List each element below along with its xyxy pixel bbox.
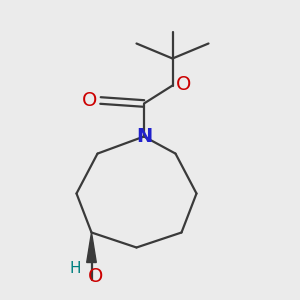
Text: O: O [88,266,104,286]
Text: H: H [69,261,81,276]
Polygon shape [87,232,96,262]
Text: N: N [136,127,152,146]
Text: O: O [176,74,192,94]
Text: O: O [81,91,97,110]
